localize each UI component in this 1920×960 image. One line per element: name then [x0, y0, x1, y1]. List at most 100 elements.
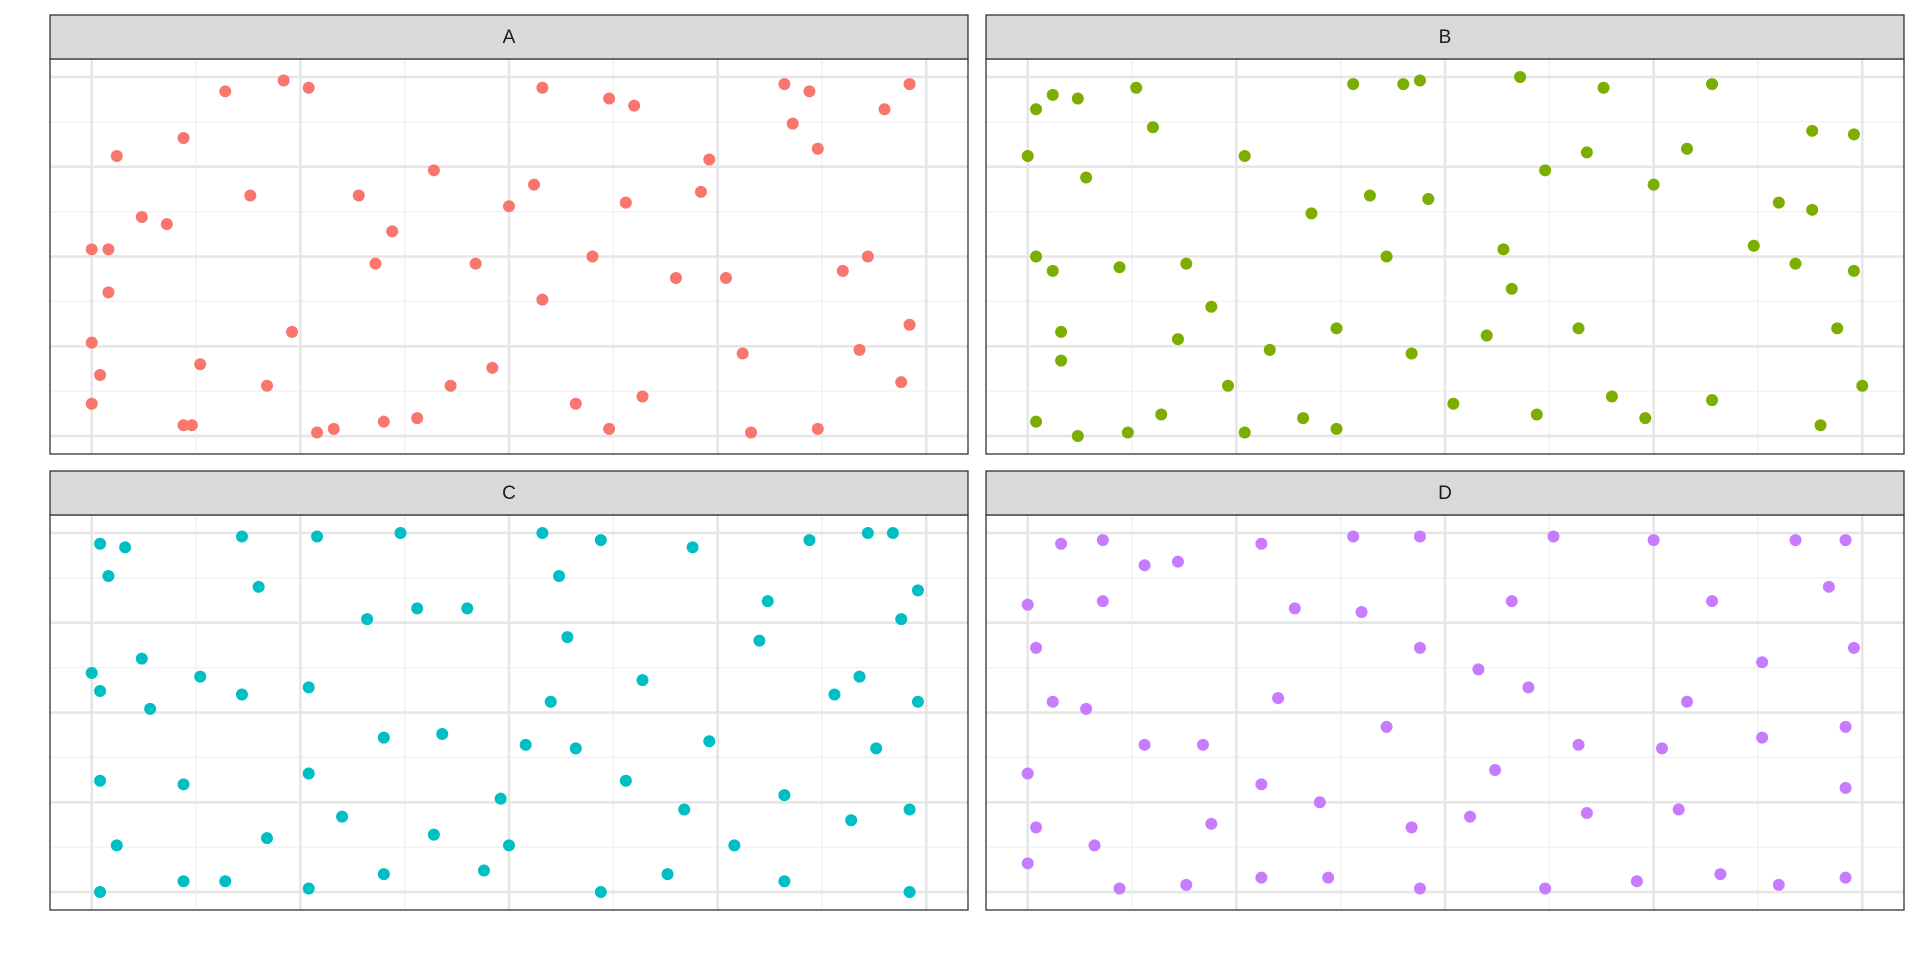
point	[286, 325, 299, 338]
point	[1681, 142, 1694, 155]
point	[703, 153, 716, 166]
point	[845, 814, 858, 827]
point	[1839, 871, 1852, 884]
point	[1831, 322, 1844, 335]
point	[336, 810, 349, 823]
point	[244, 189, 257, 202]
point	[1096, 595, 1109, 608]
point	[352, 189, 365, 202]
point	[311, 426, 324, 439]
point	[94, 886, 107, 899]
point	[1856, 379, 1869, 392]
point	[1313, 796, 1326, 809]
point	[1413, 74, 1426, 87]
point	[1347, 78, 1360, 91]
point	[853, 670, 866, 683]
point	[1297, 412, 1310, 425]
strip-label: D	[1438, 483, 1452, 504]
point	[1272, 692, 1285, 705]
point	[811, 142, 824, 155]
point	[1055, 325, 1068, 338]
point	[903, 803, 916, 816]
point	[1714, 868, 1727, 881]
point	[444, 379, 457, 392]
point	[853, 343, 866, 356]
point	[1747, 239, 1760, 252]
point	[519, 738, 532, 751]
point	[110, 149, 123, 162]
point	[803, 85, 816, 98]
point	[603, 422, 616, 435]
point	[536, 526, 549, 539]
point	[1847, 641, 1860, 654]
point	[235, 688, 248, 701]
point	[528, 178, 541, 191]
point	[1789, 257, 1802, 270]
point	[895, 613, 908, 626]
point	[1580, 807, 1593, 820]
point	[603, 92, 616, 105]
point	[386, 225, 399, 238]
point	[1756, 656, 1769, 669]
strip-label: B	[1439, 27, 1452, 48]
point	[1146, 121, 1159, 134]
point	[619, 196, 632, 209]
point	[1814, 419, 1827, 432]
point	[102, 243, 115, 256]
point	[85, 336, 98, 349]
point	[1413, 641, 1426, 654]
point	[703, 735, 716, 748]
point	[1405, 821, 1418, 834]
point	[1380, 720, 1393, 733]
point	[1121, 426, 1134, 439]
point	[219, 875, 232, 888]
point	[302, 767, 315, 780]
point	[878, 103, 891, 116]
point	[686, 541, 699, 554]
point	[1806, 203, 1819, 216]
point	[1480, 329, 1493, 342]
point	[85, 667, 98, 679]
point	[870, 742, 883, 755]
point	[544, 695, 557, 708]
point	[1672, 803, 1685, 816]
point	[1505, 282, 1518, 295]
point	[1497, 243, 1510, 256]
point	[1046, 695, 1059, 708]
point	[1238, 149, 1251, 162]
point	[85, 243, 98, 256]
point	[636, 674, 649, 687]
strip	[985, 470, 1905, 516]
point	[903, 78, 916, 91]
point	[1772, 196, 1785, 209]
point	[1138, 559, 1151, 572]
point	[260, 832, 273, 845]
point	[1113, 882, 1126, 895]
point	[1030, 415, 1043, 428]
point	[1447, 397, 1460, 410]
point	[377, 731, 390, 744]
point	[110, 839, 123, 852]
point	[185, 419, 198, 432]
point	[302, 81, 315, 94]
point	[553, 570, 566, 583]
point	[1021, 149, 1034, 162]
point	[811, 422, 824, 435]
point	[1647, 178, 1660, 191]
point	[861, 526, 874, 539]
point	[911, 584, 924, 597]
point	[736, 347, 749, 360]
point	[694, 185, 707, 198]
point	[219, 85, 232, 98]
strip	[49, 470, 969, 516]
point	[135, 652, 148, 665]
point	[594, 534, 607, 547]
point	[1138, 738, 1151, 751]
point	[1222, 379, 1235, 392]
point	[719, 272, 732, 285]
point	[1530, 408, 1543, 421]
point	[1205, 300, 1218, 313]
point	[619, 774, 632, 787]
point	[1030, 821, 1043, 834]
